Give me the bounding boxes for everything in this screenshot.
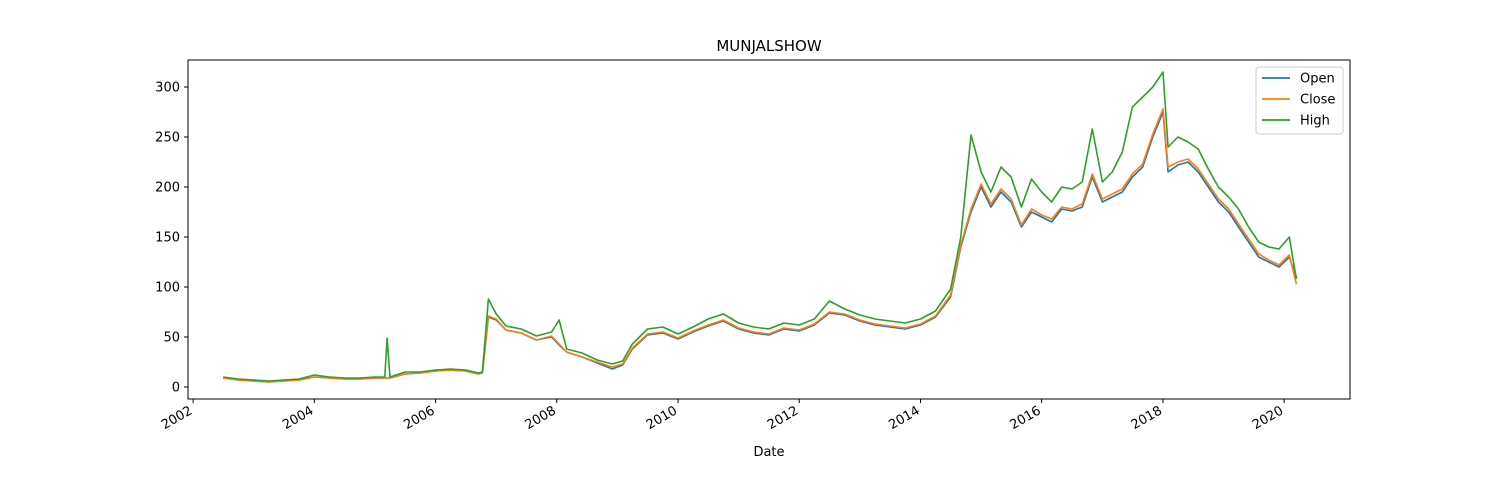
y-tick-label: 250 xyxy=(155,131,180,146)
y-axis: 0 50 100 150 200 250 300 xyxy=(155,81,188,396)
y-tick-label: 100 xyxy=(155,281,180,296)
plot-frame xyxy=(187,59,1351,400)
legend-box xyxy=(1255,66,1344,135)
x-axis-title: Date xyxy=(753,445,784,460)
series-line-close xyxy=(223,108,1298,383)
legend-label-open: Open xyxy=(1300,72,1335,87)
y-tick-label: 50 xyxy=(163,331,180,346)
y-tick-label: 200 xyxy=(155,181,180,196)
series-line-high xyxy=(223,71,1298,382)
y-tick-label: 0 xyxy=(172,381,180,396)
legend-label-close: Close xyxy=(1300,93,1335,108)
legend-label-high: High xyxy=(1300,114,1330,129)
y-tick-label: 150 xyxy=(155,231,180,246)
y-tick-label: 300 xyxy=(155,81,180,96)
chart-title: MUNJALSHOW xyxy=(716,37,822,55)
series-layer xyxy=(223,71,1298,383)
legend: Open Close High xyxy=(1255,66,1344,135)
